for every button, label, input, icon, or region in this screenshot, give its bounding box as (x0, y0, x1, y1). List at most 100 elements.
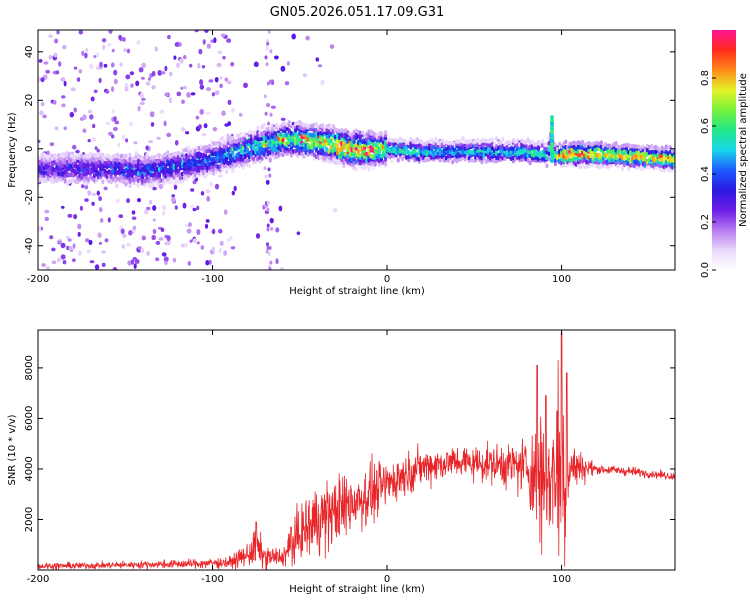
spectrogram-cell (151, 182, 155, 187)
spectrogram-cell (547, 151, 551, 157)
spectrogram-cell (268, 157, 272, 163)
spectrogram-cell (226, 133, 231, 139)
spectrogram-cell (84, 198, 89, 202)
colorbar-tick-label: 0.0 (700, 262, 711, 278)
spectrogram-cell (176, 91, 182, 97)
spectrogram-cell (495, 136, 499, 141)
spectrogram-cell (591, 162, 595, 168)
spectrogram-cell (222, 55, 226, 60)
spectrogram-cell (211, 92, 215, 97)
spectrogram-cell (189, 63, 193, 68)
spectrogram-cell (39, 110, 44, 116)
spectrogram-cell (524, 143, 528, 148)
spectrogram-cell (252, 145, 256, 151)
spectrogram-cell (269, 260, 273, 265)
spectrogram-cell (166, 150, 170, 155)
spectrogram-cell (186, 228, 192, 234)
spectrogram-cell (84, 52, 88, 59)
spectrogram-cell (151, 234, 156, 241)
spectrogram-cell (109, 179, 113, 185)
spectrogram-cell (145, 81, 151, 86)
spectrogram-cell (70, 87, 76, 92)
colorbar-tick-label: 0.6 (700, 118, 711, 134)
spectrogram-cell (192, 207, 197, 212)
spectrogram-cell (193, 237, 197, 244)
spectrogram-cell (197, 62, 201, 69)
spectrogram-cell (60, 254, 66, 260)
spectrogram-cell (137, 105, 141, 112)
spectrogram-cell (58, 61, 62, 67)
spectrogram-cell (121, 134, 126, 140)
spectrogram-cell (205, 260, 210, 266)
spectrogram-cell (226, 80, 232, 85)
spectrogram-y-tick-label: -20 (24, 189, 35, 205)
spectrogram-cell (329, 138, 333, 144)
colorbar-tick-label: 0.2 (700, 214, 711, 230)
spectrogram-cell (73, 214, 78, 220)
spectrogram-cell (61, 103, 66, 108)
spectrogram-cell (214, 77, 219, 83)
spectrogram-cell (545, 163, 549, 169)
spectrogram-cell (164, 92, 170, 97)
spectrogram-cell (103, 186, 108, 191)
spectrogram-cell (578, 164, 583, 170)
spectrogram-cell (286, 61, 290, 66)
spectrogram-cell (241, 150, 245, 156)
spectrogram-cell (190, 188, 195, 192)
spectrogram-cell (501, 137, 505, 142)
spectrogram-cell (212, 127, 218, 132)
spectrogram-cell (77, 250, 82, 256)
spectrogram-cell (409, 136, 413, 142)
spectrogram-cell (38, 166, 42, 171)
spectrogram-cell (56, 257, 62, 263)
colorbar: 0.0 0.2 0.4 0.6 0.8 Normalized spectral ampl… (700, 30, 749, 278)
spectrogram-cell (54, 126, 59, 131)
spectrogram-cell (461, 136, 465, 141)
spectrogram-cell (159, 109, 165, 114)
spectrogram-cell (365, 163, 369, 169)
spectrogram-cell (85, 48, 89, 52)
spectrogram-cell (137, 246, 142, 250)
spectrogram-x-tick-label: 100 (552, 274, 571, 285)
spectrogram-cell (38, 225, 42, 232)
spectrogram-cell (183, 55, 187, 60)
spectrogram-cell (237, 163, 241, 169)
spectrogram-x-ticks: -200 -100 0 100 (27, 30, 571, 285)
spectrogram-cell (152, 205, 157, 211)
spectrogram-cell (200, 191, 205, 196)
spectrogram-cell (185, 176, 189, 182)
spectrogram-cell (128, 121, 134, 127)
spectrogram-cell (300, 151, 304, 156)
spectrogram-cell (111, 48, 115, 53)
spectrogram-cell (269, 49, 273, 54)
spectrogram-cell (125, 74, 131, 80)
spectrogram-cell (147, 176, 151, 181)
spectrogram-cell (413, 139, 417, 145)
spectrogram-cell (161, 252, 167, 257)
spectrogram-cell (113, 126, 118, 132)
spectrogram-cell (530, 139, 534, 145)
spectrogram-cell (304, 129, 308, 134)
spectrogram-cell (93, 55, 97, 58)
snr-y-tick-label: 6000 (24, 406, 35, 431)
figure-title: GN05.2026.051.17.09.G31 (270, 5, 445, 20)
spectrogram-cell (199, 79, 204, 86)
spectrogram-cell (220, 166, 224, 172)
spectrogram-cell (162, 204, 167, 211)
spectrogram-cell (203, 123, 208, 129)
spectrogram-cell (205, 189, 210, 194)
spectrogram-cell (72, 258, 76, 262)
spectrogram-cell (82, 114, 87, 121)
spectrogram-cell (247, 163, 252, 169)
spectrogram-cell (256, 125, 260, 131)
spectrogram-cell (610, 163, 614, 168)
spectrogram-cell (91, 201, 95, 206)
spectrogram-cell (219, 83, 223, 89)
spectrogram-cell (265, 62, 269, 67)
spectrogram-cell (451, 159, 455, 165)
spectrogram-cell (41, 263, 46, 267)
spectrogram-cell (96, 190, 101, 196)
spectrogram-cell (180, 127, 186, 132)
spectrogram-cell (550, 135, 554, 140)
spectrogram-cell (115, 199, 120, 203)
